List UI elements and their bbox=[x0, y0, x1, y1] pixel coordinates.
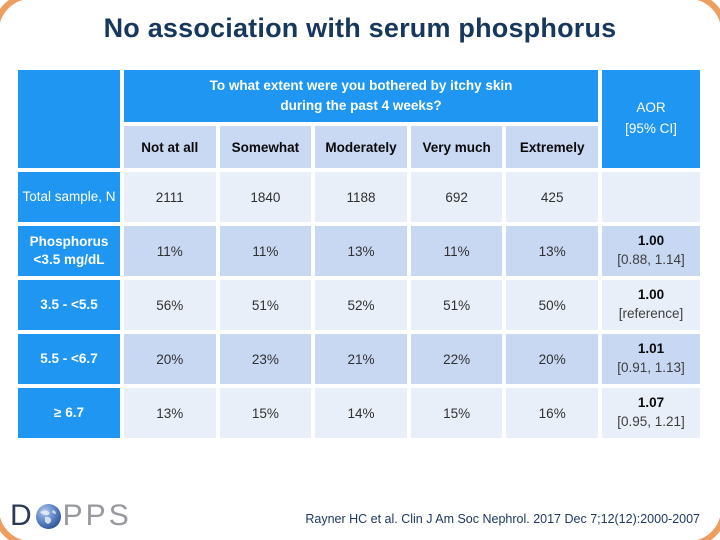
aor-cell: 1.01 [0.91, 1.13] bbox=[601, 334, 700, 384]
value-cell: 52% bbox=[315, 280, 407, 330]
question-line-2: during the past 4 weeks? bbox=[280, 98, 442, 113]
data-table: To what extent were you bothered by itch… bbox=[18, 70, 700, 438]
aor-cell: 1.07 [0.95, 1.21] bbox=[601, 388, 700, 438]
aor-value: 1.07 bbox=[637, 395, 665, 411]
value-cell: 51% bbox=[219, 280, 312, 330]
aor-confidence-interval: [0.95, 1.21] bbox=[617, 414, 685, 429]
value-cell: 20% bbox=[124, 334, 216, 384]
value-cell: 56% bbox=[124, 280, 216, 330]
row-label: Total sample, N bbox=[18, 172, 120, 222]
value-cell: 11% bbox=[124, 226, 216, 276]
page-title: No association with serum phosphorus bbox=[103, 13, 617, 43]
value-cell: 50% bbox=[506, 280, 598, 330]
value-cell: 13% bbox=[124, 388, 216, 438]
column-header-moderately: Moderately bbox=[315, 126, 407, 168]
value-cell: 11% bbox=[219, 226, 312, 276]
column-header-very-much: Very much bbox=[410, 126, 503, 168]
value-cell: 15% bbox=[410, 388, 503, 438]
value-cell: 1840 bbox=[219, 172, 312, 222]
row-label: 3.5 - <5.5 bbox=[18, 280, 120, 330]
row-label: ≥ 6.7 bbox=[18, 388, 120, 438]
aor-confidence-interval: [0.88, 1.14] bbox=[617, 252, 685, 267]
column-header-extremely: Extremely bbox=[506, 126, 598, 168]
aor-header-line-1: AOR bbox=[636, 100, 666, 116]
value-cell: 16% bbox=[506, 388, 598, 438]
aor-cell: 1.00 [0.88, 1.14] bbox=[601, 226, 700, 276]
value-cell: 21% bbox=[315, 334, 407, 384]
value-cell: 20% bbox=[506, 334, 598, 384]
question-line-1: To what extent were you bothered by itch… bbox=[209, 77, 513, 93]
aor-column-header: AOR [95% CI] bbox=[601, 70, 700, 168]
globe-icon bbox=[35, 503, 62, 530]
value-cell: 2111 bbox=[124, 172, 216, 222]
value-cell: 23% bbox=[219, 334, 312, 384]
value-cell: 1188 bbox=[315, 172, 407, 222]
value-cell: 14% bbox=[315, 388, 407, 438]
value-cell: 11% bbox=[410, 226, 503, 276]
aor-cell: 1.00 [reference] bbox=[601, 280, 700, 330]
aor-confidence-interval: [reference] bbox=[618, 306, 684, 321]
aor-value: 1.01 bbox=[637, 341, 665, 357]
value-cell: 425 bbox=[506, 172, 598, 222]
column-header-somewhat: Somewhat bbox=[219, 126, 312, 168]
citation-text: Rayner HC et al. Clin J Am Soc Nephrol. … bbox=[305, 512, 700, 526]
value-cell: 22% bbox=[410, 334, 503, 384]
aor-value: 1.00 bbox=[637, 233, 665, 249]
aor-value: 1.00 bbox=[637, 287, 665, 303]
value-cell: 692 bbox=[410, 172, 503, 222]
table-corner-cell bbox=[18, 70, 120, 168]
dopps-logo-d: D bbox=[10, 499, 35, 532]
dopps-logo: D PPS bbox=[10, 499, 132, 533]
row-label: Phosphorus <3.5 mg/dL bbox=[18, 226, 120, 276]
value-cell: 13% bbox=[506, 226, 598, 276]
value-cell: 51% bbox=[410, 280, 503, 330]
value-cell: 13% bbox=[315, 226, 407, 276]
dopps-logo-pps: PPS bbox=[62, 499, 132, 532]
value-cell: 15% bbox=[219, 388, 312, 438]
column-header-not-at-all: Not at all bbox=[124, 126, 216, 168]
aor-confidence-interval: [0.91, 1.13] bbox=[617, 360, 685, 375]
aor-header-line-2: [95% CI] bbox=[625, 121, 677, 136]
aor-cell bbox=[601, 172, 700, 222]
table-question-header: To what extent were you bothered by itch… bbox=[124, 70, 598, 122]
row-label: 5.5 - <6.7 bbox=[18, 334, 120, 384]
